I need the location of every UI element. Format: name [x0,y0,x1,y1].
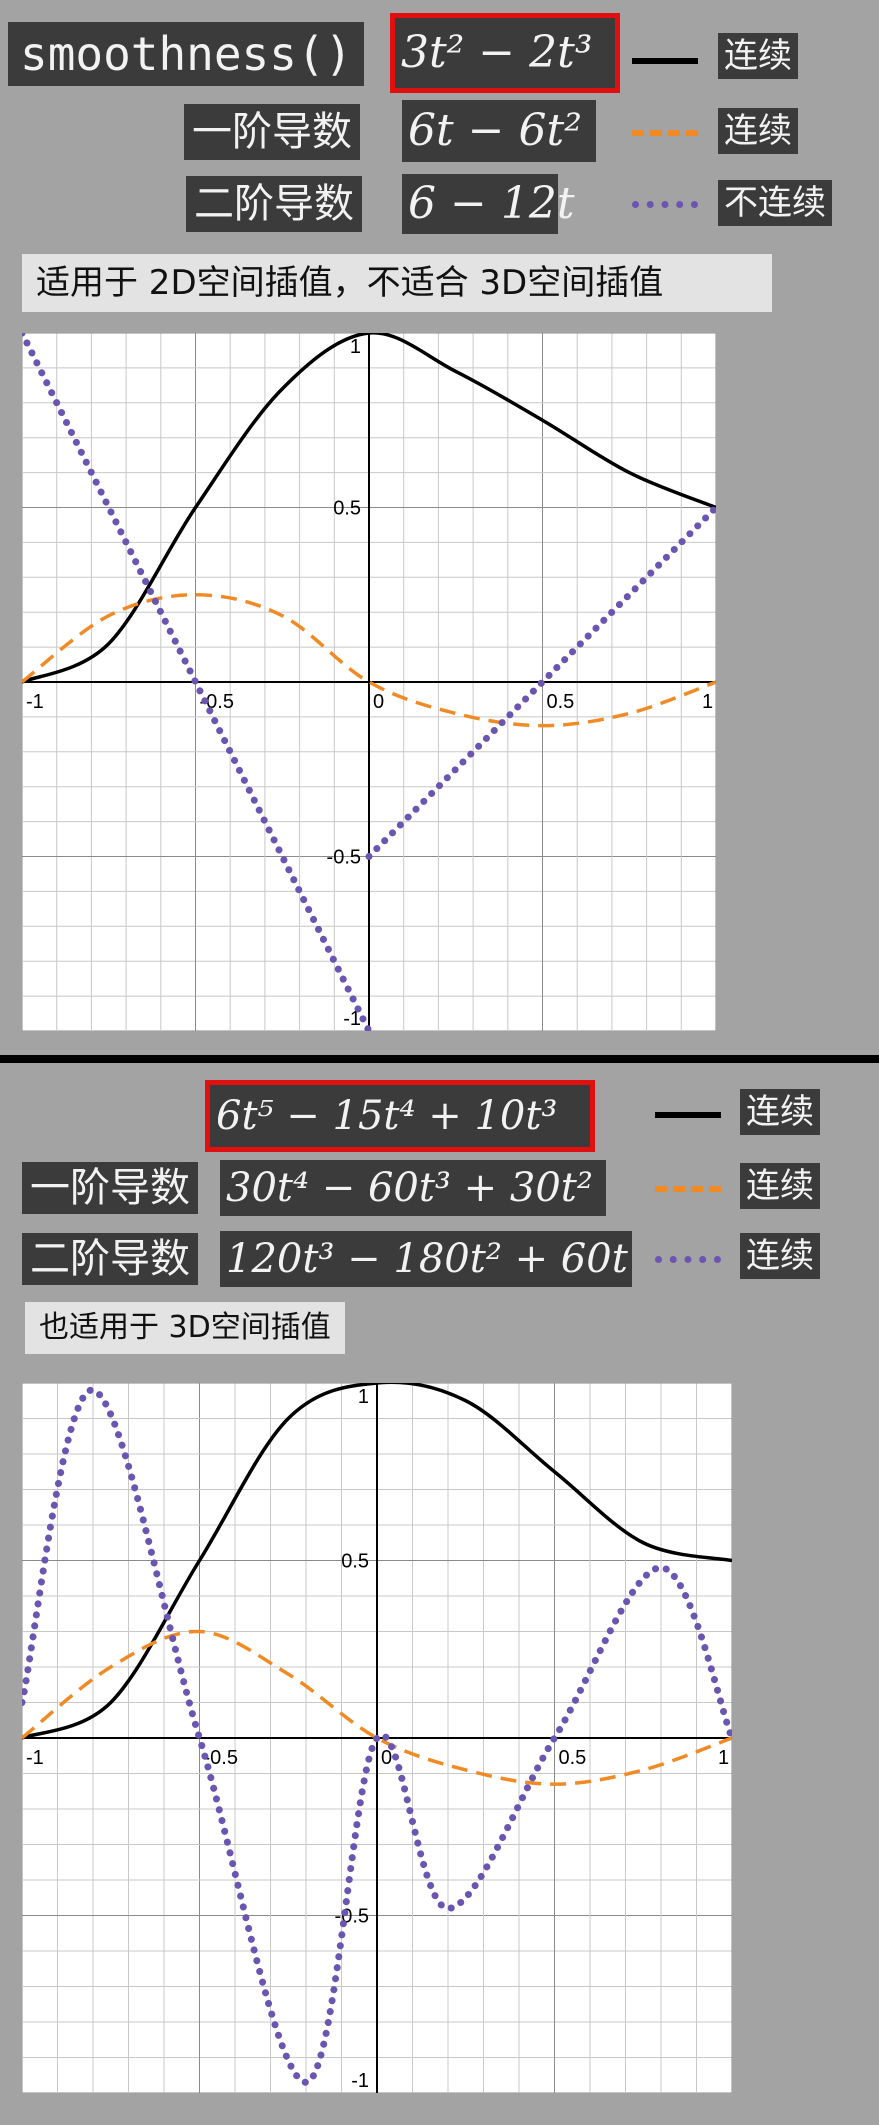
function-name: smoothness() [8,22,365,86]
bottom-first-derivative: 30t⁴ − 60t³ + 30t² [220,1160,606,1216]
legend-dashed-line [632,130,698,136]
bottom-legend-solid-line [655,1112,721,1118]
top-second-derivative: 6 − 12t [402,174,575,234]
bottom-chart: -1 -0.5 0 0.5 1 1 0.5 -0.5 -1 [22,1383,732,2093]
top-formula: 3t² − 2t³ [390,13,620,93]
bottom-legend-dotted-label: 连续 [740,1233,820,1279]
legend-dotted-line [632,201,698,208]
bottom-legend-dotted-line [655,1256,721,1263]
series-dashed-line [22,592,716,728]
y-tick-label: 0.5 [341,1551,369,1573]
bottom-first-derivative-label: 一阶导数 [22,1162,198,1214]
bottom-formula: 6t⁵ − 15t⁴ + 10t³ [205,1080,595,1152]
y-tick-label: -0.5 [327,847,361,869]
series-solid-line [22,1383,732,1740]
bottom-note: 也适用于 3D空间插值 [25,1302,345,1354]
legend-solid-label: 连续 [718,33,798,79]
legend-dotted-label: 不连续 [718,180,832,226]
y-tick-label: -1 [351,2070,369,2092]
bottom-legend-dashed-label: 连续 [740,1163,820,1209]
x-tick-label: 0.5 [547,691,575,713]
top-chart-svg: -1 -0.5 0 0.5 1 1 0.5 -0.5 -1 [22,333,716,1031]
top-first-derivative-label: 一阶导数 [184,104,360,160]
y-tick-label: 1 [350,336,361,358]
y-tick-label: 1 [358,1386,369,1408]
top-second-derivative-label: 二阶导数 [186,176,362,232]
series-dashed-line [22,1629,732,1786]
bottom-second-derivative-label: 二阶导数 [22,1233,198,1285]
x-tick-label: 1 [702,691,713,713]
bottom-legend-dashed-line [655,1186,721,1192]
x-tick-label: 0 [373,691,384,713]
section-divider [0,1055,879,1063]
x-tick-label: -0.5 [204,1747,238,1769]
series-dotted-line [22,1386,732,2086]
legend-solid-line [632,58,698,64]
bottom-legend-solid-label: 连续 [740,1089,820,1135]
series-dotted-line [22,333,716,1031]
x-tick-label: 0.5 [559,1747,587,1769]
x-tick-label: -1 [26,691,44,713]
x-tick-label: 1 [718,1747,729,1769]
bottom-second-derivative: 120t³ − 180t² + 60t [220,1231,632,1287]
x-tick-label: -0.5 [200,691,234,713]
top-chart: -1 -0.5 0 0.5 1 1 0.5 -0.5 -1 [22,333,716,1031]
y-tick-label: -0.5 [335,1906,369,1928]
legend-dashed-label: 连续 [718,108,798,154]
bottom-chart-svg: -1 -0.5 0 0.5 1 1 0.5 -0.5 -1 [22,1383,732,2093]
top-first-derivative: 6t − 6t² [402,100,596,162]
x-tick-label: 0 [381,1747,392,1769]
y-tick-label: -1 [343,1008,361,1030]
y-tick-label: 0.5 [333,498,361,520]
x-tick-label: -1 [26,1747,44,1769]
top-note: 适用于 2D空间插值，不适合 3D空间插值 [22,254,772,312]
series-solid-line [22,333,716,684]
